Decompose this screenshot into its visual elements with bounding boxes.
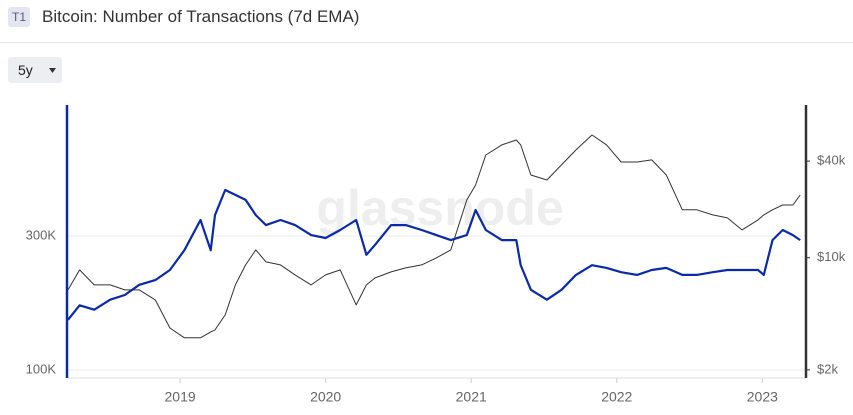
watermark: glassnode (316, 180, 563, 236)
x-tick-label: 2019 (165, 389, 196, 405)
y-tick-label: 100K (26, 361, 57, 376)
y2-tick-label: $40k (817, 153, 846, 168)
y-tick-label: 300K (26, 227, 57, 242)
x-tick-label: 2023 (747, 389, 778, 405)
chart-title: Bitcoin: Number of Transactions (7d EMA) (42, 7, 360, 26)
y2-tick-label: $10k (817, 249, 846, 264)
x-tick-label: 2021 (456, 389, 487, 405)
caret (49, 68, 56, 73)
x-tick-label: 2020 (310, 389, 341, 405)
range-label: 5y (18, 62, 33, 78)
series-line (67, 188, 801, 321)
header: T1 Bitcoin: Number of Transactions (7d E… (0, 0, 853, 43)
x-tick-label: 2022 (601, 389, 632, 405)
badge: T1 (8, 7, 30, 27)
range-button[interactable]: 5y (8, 57, 62, 83)
series-line (67, 134, 801, 339)
y2-tick-label: $2k (817, 361, 838, 376)
